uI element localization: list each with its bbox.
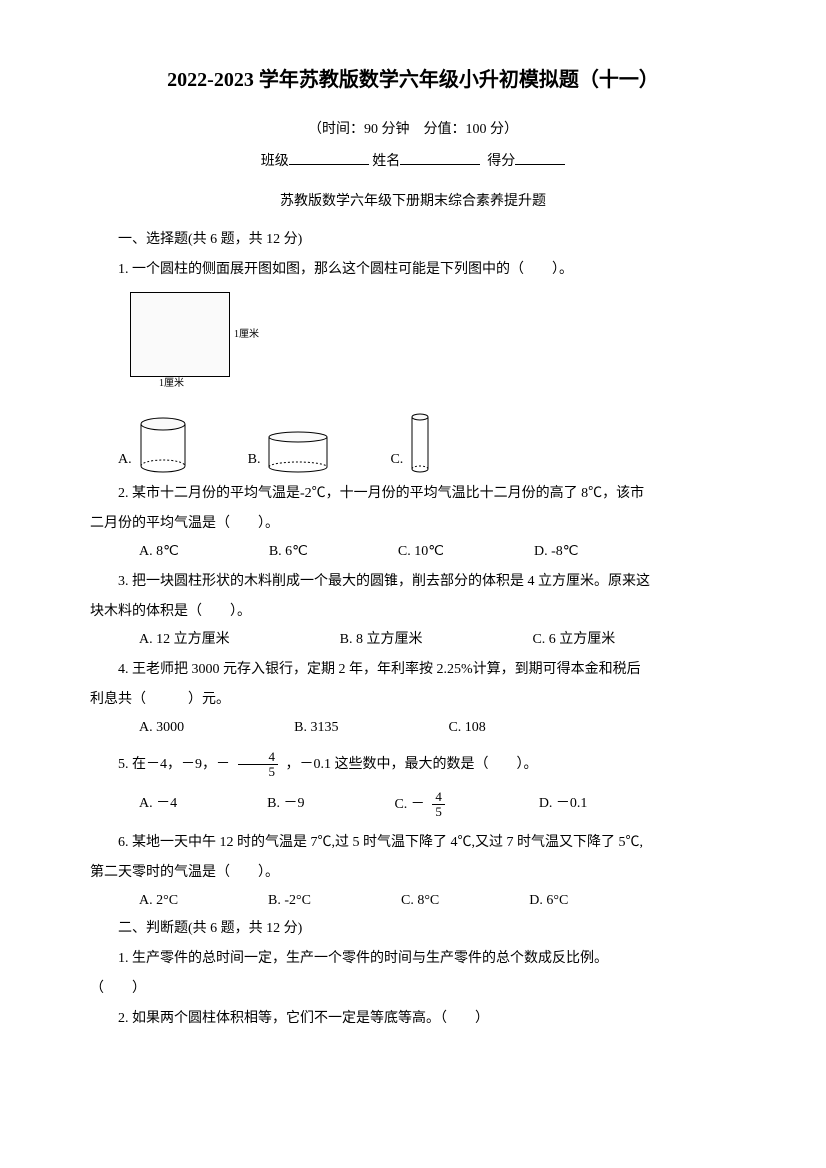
q3-options: A. 12 立方厘米 B. 8 立方厘米 C. 6 立方厘米 [139, 626, 736, 654]
score-label: 得分 [487, 154, 515, 169]
q3-text-a: 3. 把一块圆柱形状的木料削成一个最大的圆锥，削去部分的体积是 4 立方厘米。原… [90, 568, 736, 596]
q3-text-b: 块木料的体积是（ ）。 [90, 598, 736, 626]
q3-opt-a: A. 12 立方厘米 [139, 626, 230, 654]
q5-part-a: 5. 在－4，－9，－ [118, 757, 230, 772]
q1-option-a: A. [118, 416, 188, 474]
q1-text: 1. 一个圆柱的侧面展开图如图，那么这个圆柱可能是下列图中的（ ）。 [90, 256, 736, 284]
q6-options: A. 2°C B. -2°C C. 8°C D. 6°C [139, 887, 736, 915]
q6-opt-d: D. 6°C [529, 887, 568, 915]
q4-opt-a: A. 3000 [139, 714, 184, 742]
q1-c-label: C. [390, 446, 403, 474]
subtitle: 苏教版数学六年级下册期末综合素养提升题 [90, 188, 736, 216]
q3-opt-c: C. 6 立方厘米 [532, 626, 615, 654]
exam-meta: （时间：90 分钟 分值：100 分） [90, 116, 736, 144]
q6-opt-c: C. 8°C [401, 887, 439, 915]
q1-unfold-figure: 1厘米 1厘米 [130, 292, 736, 388]
q6-text-b: 第二天零时的气温是（ ）。 [90, 859, 736, 887]
cylinder-b-icon [266, 430, 330, 474]
name-blank[interactable] [400, 151, 480, 165]
q5-part-b: ，－0.1 这些数中，最大的数是（ ）。 [286, 757, 538, 772]
q5-options: A. －4 B. －9 C. － 4 5 D. －0.1 [139, 790, 736, 820]
cylinder-a-icon [138, 416, 188, 474]
q6-opt-a: A. 2°C [139, 887, 178, 915]
q1-option-c: C. [390, 412, 431, 474]
j1-text: 1. 生产零件的总时间一定，生产一个零件的时间与生产零件的总个数成反比例。 [90, 945, 736, 973]
fill-line: 班级 姓名 得分 [90, 148, 736, 176]
section-1-header: 一、选择题(共 6 题，共 12 分) [90, 226, 736, 254]
q4-opt-c: C. 108 [448, 714, 485, 742]
section-2-header: 二、判断题(共 6 题，共 12 分) [90, 915, 736, 943]
q4-text-a: 4. 王老师把 3000 元存入银行，定期 2 年，年利率按 2.25%计算，到… [90, 656, 736, 684]
q5-text: 5. 在－4，－9，－ 4 5 ，－0.1 这些数中，最大的数是（ ）。 [90, 750, 736, 780]
q5-frac-num: 4 [238, 750, 279, 765]
unfold-bottom-label: 1厘米 [159, 374, 184, 394]
score-blank[interactable] [515, 151, 565, 165]
q1-b-label: B. [248, 446, 261, 474]
j1-paren: （ ） [90, 975, 736, 1003]
q2-opt-c: C. 10℃ [398, 538, 444, 566]
q5-fraction: 4 5 [238, 750, 279, 780]
q5-opt-c-fraction: 4 5 [432, 790, 445, 820]
q5-opt-a: A. －4 [139, 790, 177, 820]
q2-opt-d: D. -8℃ [534, 538, 579, 566]
q6-opt-b: B. -2°C [268, 887, 311, 915]
q5-opt-c: C. － 4 5 [394, 790, 448, 820]
q2-opt-b: B. 6℃ [269, 538, 308, 566]
q4-text-b: 利息共（ ）元。 [90, 686, 736, 714]
square-unfold: 1厘米 1厘米 [130, 292, 230, 377]
q4-options: A. 3000 B. 3135 C. 108 [139, 714, 736, 742]
q6-text-a: 6. 某地一天中午 12 时的气温是 7℃,过 5 时气温下降了 4℃,又过 7… [90, 829, 736, 857]
q4-opt-b: B. 3135 [294, 714, 338, 742]
q2-text-b: 二月份的平均气温是（ ）。 [90, 510, 736, 538]
class-label: 班级 [261, 154, 289, 169]
q5-frac-den: 5 [238, 765, 279, 779]
j2-text: 2. 如果两个圆柱体积相等，它们不一定是等底等高。（ ） [90, 1005, 736, 1033]
q3-opt-b: B. 8 立方厘米 [340, 626, 423, 654]
q1-a-label: A. [118, 446, 132, 474]
q5-opt-b: B. －9 [267, 790, 304, 820]
class-blank[interactable] [289, 151, 369, 165]
q1-options: A. B. C. [118, 412, 736, 474]
q2-options: A. 8℃ B. 6℃ C. 10℃ D. -8℃ [139, 538, 736, 566]
unfold-right-label: 1厘米 [234, 325, 259, 345]
q5-opt-d: D. －0.1 [539, 790, 588, 820]
q2-text-a: 2. 某市十二月份的平均气温是-2℃，十一月份的平均气温比十二月份的高了 8℃，… [90, 480, 736, 508]
q1-option-b: B. [248, 430, 331, 474]
q2-opt-a: A. 8℃ [139, 538, 179, 566]
page-title: 2022-2023 学年苏教版数学六年级小升初模拟题（十一） [90, 60, 736, 100]
cylinder-c-icon [409, 412, 431, 474]
name-label: 姓名 [372, 154, 400, 169]
